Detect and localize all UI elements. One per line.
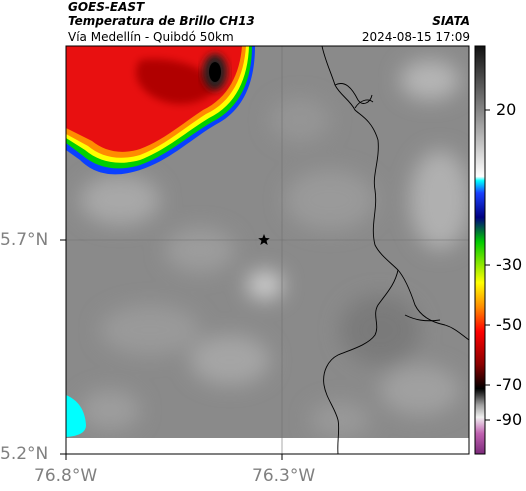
colorbar-tick-label: 20	[496, 100, 517, 119]
boundary-line	[334, 83, 373, 104]
cold-cloud-core	[66, 46, 255, 175]
colorbar	[474, 45, 486, 455]
cloud-texture	[80, 60, 469, 438]
colorbar-tick-label: -70	[496, 375, 523, 394]
map-no-data-strip	[66, 438, 469, 454]
boundary-line	[404, 314, 441, 322]
colorbar-tick-label: -90	[496, 410, 523, 429]
lon-tick-label: 76.3°W	[252, 466, 316, 486]
product-title: Temperatura de Brillo CH13	[68, 14, 255, 28]
lat-tick-label: 5.2°N	[0, 444, 49, 464]
organization-label: SIATA	[432, 14, 470, 28]
boundary-line	[321, 46, 469, 341]
cold-cloud-edge	[66, 395, 86, 437]
star-icon	[258, 234, 270, 245]
boundary-line	[323, 269, 399, 454]
timestamp-label: 2024-08-15 17:09	[361, 30, 470, 44]
boundary-line	[354, 99, 374, 109]
lat-tick-label: 5.7°N	[0, 230, 49, 250]
map-frame	[65, 45, 470, 455]
colorbar-tick-label: -50	[496, 315, 523, 334]
lon-tick-label: 76.8°W	[34, 466, 98, 486]
domain-subtitle: Vía Medellín - Quibdó 50km	[68, 30, 234, 44]
satellite-title: GOES-EAST	[68, 0, 145, 14]
colorbar-tick-label: -30	[496, 255, 523, 274]
